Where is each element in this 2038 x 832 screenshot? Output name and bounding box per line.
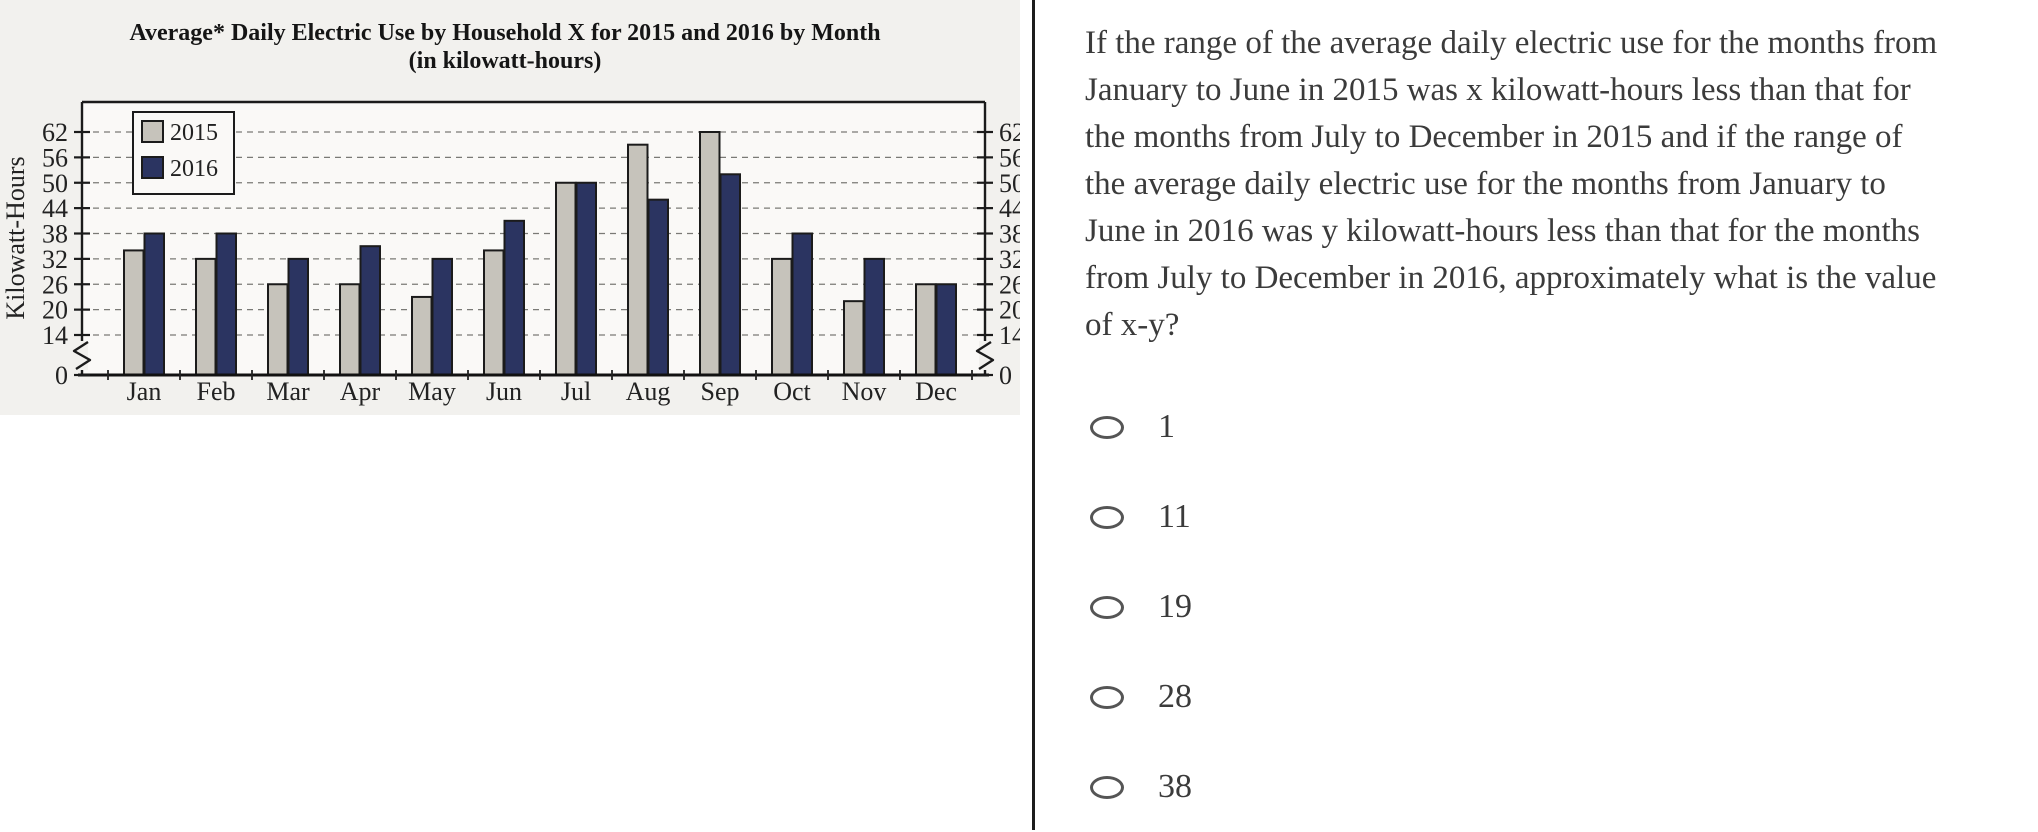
- answer-option-label: 28: [1158, 678, 1192, 715]
- bar-2016-feb: [215, 232, 237, 376]
- bar-2015-mar: [267, 283, 289, 376]
- y-tick-label-right: 38: [999, 220, 1020, 249]
- answer-option[interactable]: 28: [1090, 652, 1490, 742]
- answer-option[interactable]: 11: [1090, 472, 1490, 562]
- answer-option[interactable]: 38: [1090, 742, 1490, 832]
- bar-2016-mar: [287, 257, 309, 376]
- bar-2015-jul: [555, 181, 577, 376]
- y-tick-label-right: 0: [999, 361, 1012, 390]
- x-tick-label-dec: Dec: [915, 377, 957, 406]
- x-tick-label-jul: Jul: [561, 377, 591, 406]
- y-tick-label-left: 32: [42, 245, 68, 274]
- bar-2016-sep: [719, 173, 741, 376]
- y-tick-label-left: 62: [42, 118, 68, 147]
- answer-option-label: 1: [1158, 408, 1175, 445]
- bar-2015-aug: [627, 143, 649, 376]
- legend-swatch-2015: [141, 120, 164, 143]
- bar-2015-may: [411, 295, 433, 376]
- panel-divider: [1032, 0, 1035, 830]
- answer-option-label: 38: [1158, 768, 1192, 805]
- radio-button-icon[interactable]: [1090, 775, 1124, 799]
- x-tick-label-mar: Mar: [266, 377, 310, 406]
- y-tick-label-right: 56: [999, 143, 1020, 172]
- chart-canvas: Jan Feb Mar Apr May Jun Jul Aug Sep Oct Nov Dec 0 0 14…: [1, 20, 1025, 406]
- radio-button-icon[interactable]: [1090, 415, 1124, 439]
- y-tick-label-left: 26: [42, 270, 68, 299]
- x-tick-label-feb: Feb: [197, 377, 236, 406]
- bar-2016-dec: [935, 283, 957, 376]
- bar-2015-feb: [195, 257, 217, 376]
- y-axis-label: Kilowatt-Hours: [1, 156, 30, 319]
- question-line: the months from July to December in 2015…: [1085, 119, 1903, 155]
- bar-2016-may: [431, 257, 453, 376]
- question-line: If the range of the average daily electr…: [1085, 25, 1938, 61]
- y-tick-label-left: 44: [42, 194, 68, 223]
- axis-break-icon: [72, 340, 92, 371]
- bar-2015-oct: [771, 257, 793, 376]
- y-tick-label-right: 26: [999, 270, 1020, 299]
- answer-option-label: 19: [1158, 588, 1192, 625]
- radio-button-icon[interactable]: [1090, 595, 1124, 619]
- answer-option[interactable]: 19: [1090, 562, 1490, 652]
- x-tick-label-jan: Jan: [127, 377, 162, 406]
- radio-button-icon[interactable]: [1090, 685, 1124, 709]
- bar-2015-dec: [915, 283, 937, 376]
- bar-2016-oct: [791, 232, 813, 376]
- bar-2016-jun: [503, 219, 525, 376]
- bar-2016-jul: [575, 181, 597, 376]
- bar-2016-apr: [359, 245, 381, 376]
- radio-button-icon[interactable]: [1090, 505, 1124, 529]
- legend-label-2015: 2015: [170, 120, 218, 146]
- y-tick-label-left: 20: [42, 296, 68, 325]
- x-tick-label-jun: Jun: [486, 377, 522, 406]
- y-tick-label-left: 50: [42, 169, 68, 198]
- answer-options: 1 11 19 28 38: [1090, 382, 1490, 832]
- y-tick-label-right: 20: [999, 296, 1020, 325]
- bar-2015-sep: [699, 131, 721, 376]
- chart-title: Average* Daily Electric Use by Household…: [129, 20, 880, 46]
- answer-option-label: 11: [1158, 498, 1191, 535]
- x-tick-label-nov: Nov: [842, 377, 887, 406]
- bar-2016-nov: [863, 257, 885, 376]
- bar-2015-apr: [339, 283, 361, 376]
- bar-2015-nov: [843, 300, 865, 376]
- electric-use-bar-chart: Jan Feb Mar Apr May Jun Jul Aug Sep Oct Nov Dec 0 0 14…: [0, 0, 1025, 415]
- axis-break-icon: [975, 340, 995, 371]
- question-text: If the range of the average daily electr…: [1085, 20, 2000, 349]
- x-tick-label-may: May: [408, 377, 456, 406]
- question-line: of x-y?: [1085, 307, 1180, 343]
- question-line: from July to December in 2016, approxima…: [1085, 260, 1937, 296]
- x-tick-label-apr: Apr: [340, 377, 381, 406]
- y-tick-label-right: 62: [999, 118, 1020, 147]
- x-tick-label-oct: Oct: [773, 377, 811, 406]
- question-line: January to June in 2015 was x kilowatt-h…: [1085, 72, 1911, 108]
- bar-2016-jan: [143, 232, 165, 376]
- legend-swatch-2016: [141, 156, 164, 179]
- y-tick-label-right: 44: [999, 194, 1020, 223]
- legend-label-2016: 2016: [170, 156, 218, 182]
- y-tick-label-right: 32: [999, 245, 1020, 274]
- question-line: June in 2016 was y kilowatt-hours less t…: [1085, 213, 1920, 249]
- question-line: the average daily electric use for the m…: [1085, 166, 1886, 202]
- y-tick-label-left: 38: [42, 220, 68, 249]
- y-tick-label-right: 14: [999, 321, 1020, 350]
- y-tick-label-left: 14: [42, 321, 68, 350]
- y-tick-label-left: 0: [55, 361, 68, 390]
- bar-2015-jun: [483, 249, 505, 377]
- bar-2015-jan: [123, 249, 145, 377]
- x-tick-label-sep: Sep: [701, 377, 740, 406]
- bar-2016-aug: [647, 198, 669, 376]
- y-tick-label-left: 56: [42, 143, 68, 172]
- x-tick-label-aug: Aug: [626, 377, 671, 406]
- y-tick-label-right: 50: [999, 169, 1020, 198]
- answer-option[interactable]: 1: [1090, 382, 1490, 472]
- chart-subtitle: (in kilowatt-hours): [409, 48, 602, 74]
